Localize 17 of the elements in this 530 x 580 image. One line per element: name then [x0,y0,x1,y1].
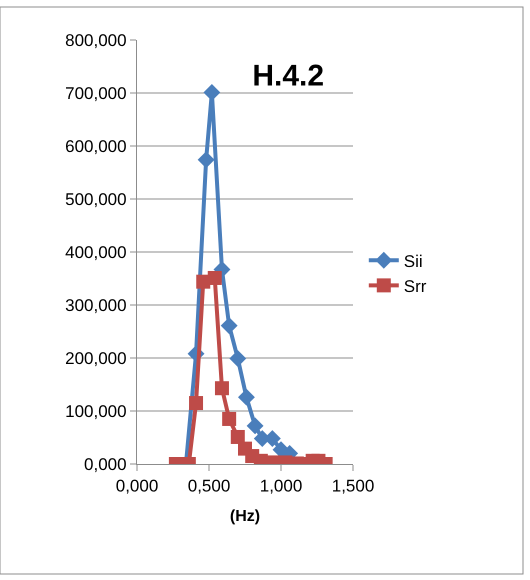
y-tick-label: 200,000 [65,348,127,368]
y-tick-label: 100,000 [65,402,127,421]
y-tick-label: 500,000 [65,190,127,209]
legend-label: Sii [404,252,423,271]
y-tick-label: 600,000 [65,136,127,156]
x-tick-label: 1,500 [332,476,374,496]
x-tick-label: 0,500 [188,476,230,496]
y-tick-label: 300,000 [65,296,127,315]
y-tick-label: 0,000 [84,454,127,474]
text: H.4.2 [252,60,324,92]
x-tick-label: 0,000 [116,476,158,496]
legend-label: Srr [404,276,427,296]
y-tick-label: 800,000 [65,30,127,50]
x-tick-label: 1,000 [260,476,302,496]
y-tick-label: 400,000 [65,242,127,262]
y-tick-label: 700,000 [65,84,127,103]
x-axis-title: (Hz) [230,508,260,526]
